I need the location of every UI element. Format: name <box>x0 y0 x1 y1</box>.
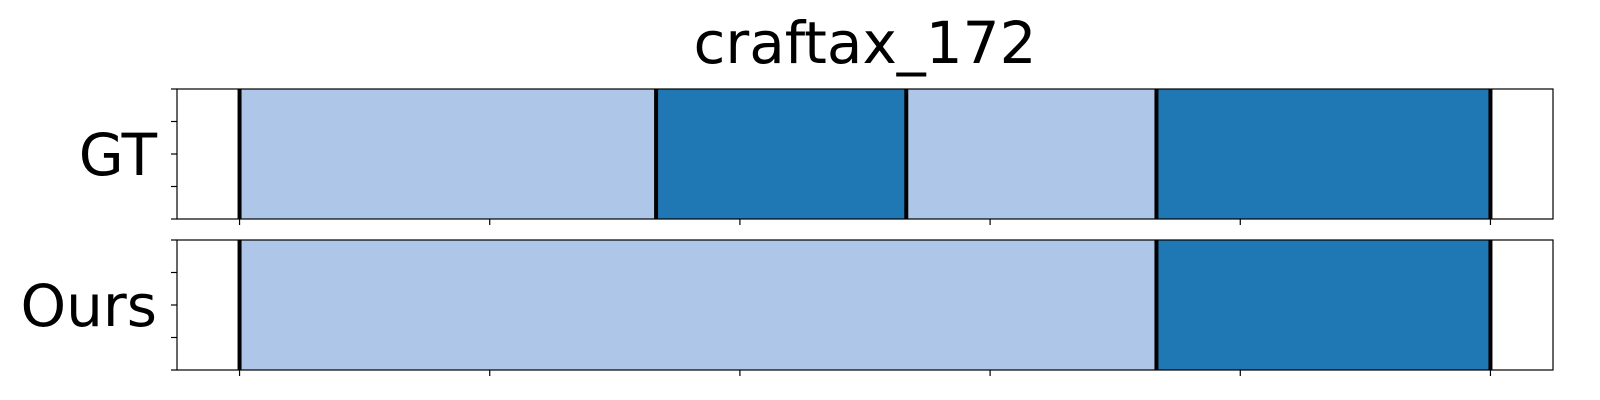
segment-ours-0 <box>239 240 1157 370</box>
row-label-ours: Ours <box>21 272 157 340</box>
segment-gt-3 <box>1156 89 1491 219</box>
row-ours: Ours <box>21 239 1554 376</box>
segment-gt-1 <box>656 89 907 219</box>
row-label-gt: GT <box>79 121 158 189</box>
chart-title: craftax_172 <box>694 9 1037 77</box>
row-gt: GT <box>79 88 1554 225</box>
rows-layer: GT Ours <box>21 88 1554 376</box>
segment-gt-2 <box>906 89 1157 219</box>
segment-ours-1 <box>1156 240 1491 370</box>
segment-gt-0 <box>239 89 657 219</box>
